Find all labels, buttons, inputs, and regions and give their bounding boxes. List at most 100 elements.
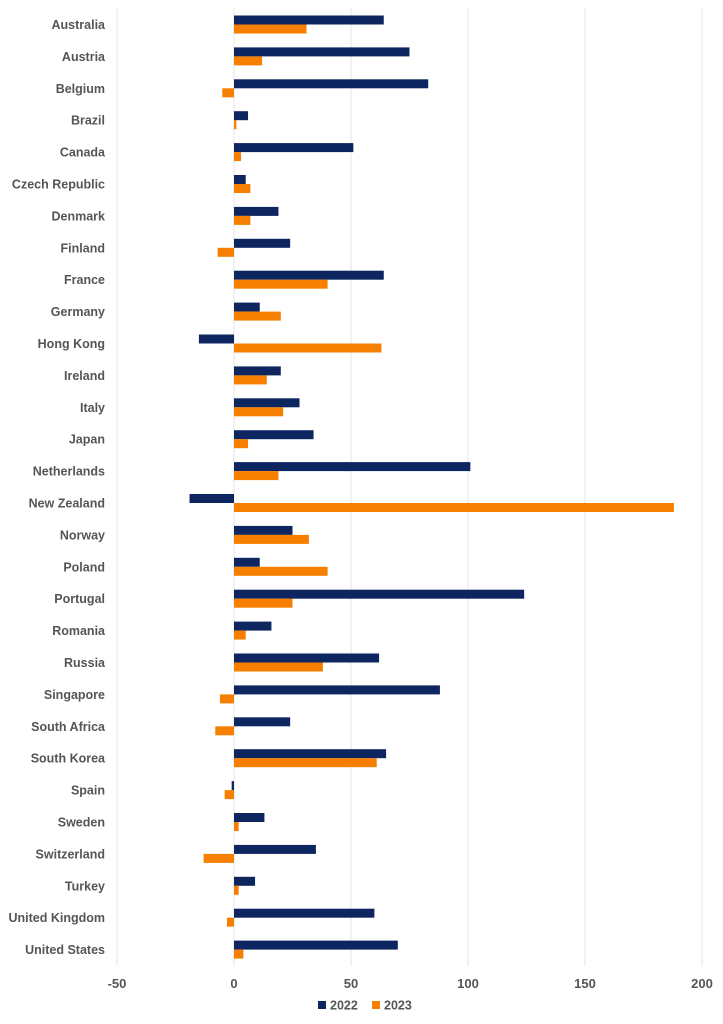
category-label-14: Netherlands: [33, 465, 105, 479]
category-label-17: Poland: [63, 560, 105, 574]
bar-2022-14: [234, 462, 471, 472]
bar-2022-9: [234, 302, 260, 312]
x-tick-label-4: 150: [574, 976, 596, 991]
bar-2022-5: [234, 175, 246, 184]
category-label-10: Hong Kong: [38, 337, 105, 351]
bar-2023-6: [234, 215, 251, 225]
bar-2022-12: [234, 398, 300, 408]
bar-2023-13: [234, 439, 249, 449]
bar-2022-26: [234, 844, 316, 854]
bar-2022-10: [198, 334, 234, 344]
bar-2023-8: [234, 279, 328, 289]
bar-2022-1: [234, 47, 410, 57]
category-label-24: Spain: [71, 784, 105, 798]
category-label-1: Austria: [62, 50, 106, 64]
category-label-0: Australia: [52, 18, 107, 32]
category-label-3: Brazil: [71, 114, 105, 128]
category-labels: Australia Austria Belgium Brazil Canada Czech…: [8, 18, 106, 957]
bar-2022-23: [234, 749, 387, 759]
category-label-16: Norway: [60, 528, 105, 542]
bar-2022-0: [234, 15, 384, 25]
bar-2023-17: [234, 566, 328, 576]
category-label-25: Sweden: [58, 816, 105, 830]
category-label-22: South Africa: [31, 720, 106, 734]
bar-2023-19: [234, 630, 246, 640]
category-label-9: Germany: [51, 305, 105, 319]
category-label-21: Singapore: [44, 688, 105, 702]
bar-2023-16: [234, 534, 309, 544]
bar-2022-7: [234, 238, 291, 248]
category-label-18: Portugal: [54, 592, 105, 606]
bar-2023-27: [234, 885, 239, 895]
x-tick-label-1: 0: [230, 976, 237, 991]
category-label-23: South Korea: [31, 752, 106, 766]
x-tick-label-0: -50: [108, 976, 127, 991]
bar-2023-3: [234, 120, 237, 130]
bar-2022-4: [234, 143, 354, 153]
bar-2022-15: [189, 494, 234, 503]
bar-2022-29: [234, 940, 398, 950]
bar-2022-13: [234, 430, 314, 440]
bar-2023-23: [234, 758, 377, 768]
category-label-6: Denmark: [52, 209, 106, 223]
bar-2022-6: [234, 206, 279, 216]
bar-2022-24: [231, 781, 234, 791]
category-label-20: Russia: [64, 656, 106, 670]
category-label-12: Italy: [80, 401, 105, 415]
bar-2022-16: [234, 525, 293, 535]
category-label-26: Switzerland: [36, 847, 105, 861]
bar-2022-2: [234, 79, 429, 89]
bar-2022-18: [234, 589, 525, 599]
category-label-2: Belgium: [56, 82, 105, 96]
bar-2023-12: [234, 407, 284, 417]
category-label-8: France: [64, 273, 105, 287]
legend-label-2023: 2023: [384, 999, 412, 1013]
bar-2023-18: [234, 598, 293, 608]
bar-2022-11: [234, 366, 281, 376]
bar-2023-1: [234, 56, 263, 66]
bar-2023-11: [234, 375, 267, 385]
bar-2022-17: [234, 557, 260, 567]
bar-2022-27: [234, 876, 256, 886]
legend-swatch-2022: [318, 1001, 326, 1009]
legend-swatch-2023: [372, 1001, 380, 1009]
category-label-7: Finland: [61, 241, 105, 255]
bar-2022-20: [234, 653, 380, 663]
category-label-11: Ireland: [64, 369, 105, 383]
bar-2022-8: [234, 270, 384, 280]
bar-2022-19: [234, 621, 272, 631]
bars: [189, 15, 674, 959]
category-label-27: Turkey: [65, 879, 105, 893]
x-axis-ticks: -50 0 50 100 150 200: [108, 976, 713, 991]
category-label-29: United States: [25, 943, 105, 957]
bar-2023-4: [234, 152, 242, 162]
bar-2023-2: [222, 88, 234, 98]
bar-2023-5: [234, 184, 251, 193]
bar-2023-22: [215, 726, 234, 736]
bar-2023-24: [224, 790, 234, 800]
bar-2023-28: [226, 917, 234, 927]
category-label-5: Czech Republic: [12, 178, 105, 192]
category-label-15: New Zealand: [29, 497, 105, 511]
category-label-13: Japan: [69, 433, 105, 447]
bar-2023-29: [234, 949, 244, 959]
bar-2022-22: [234, 717, 291, 727]
legend: 2022 2023: [318, 999, 412, 1013]
bar-2023-25: [234, 822, 239, 831]
legend-label-2022: 2022: [330, 999, 358, 1013]
category-label-4: Canada: [60, 146, 106, 160]
x-tick-label-3: 100: [457, 976, 479, 991]
bar-2023-14: [234, 471, 279, 481]
bar-2022-3: [234, 111, 249, 121]
bar-2023-15: [234, 503, 674, 512]
category-label-19: Romania: [52, 624, 106, 638]
bar-2023-7: [217, 247, 234, 257]
gridlines: [116, 8, 703, 966]
x-tick-label-5: 200: [691, 976, 713, 991]
bar-2023-20: [234, 662, 323, 672]
bar-2023-0: [234, 24, 307, 34]
bar-2022-28: [234, 908, 375, 918]
bar-2022-21: [234, 685, 440, 695]
bar-2023-21: [219, 694, 234, 704]
